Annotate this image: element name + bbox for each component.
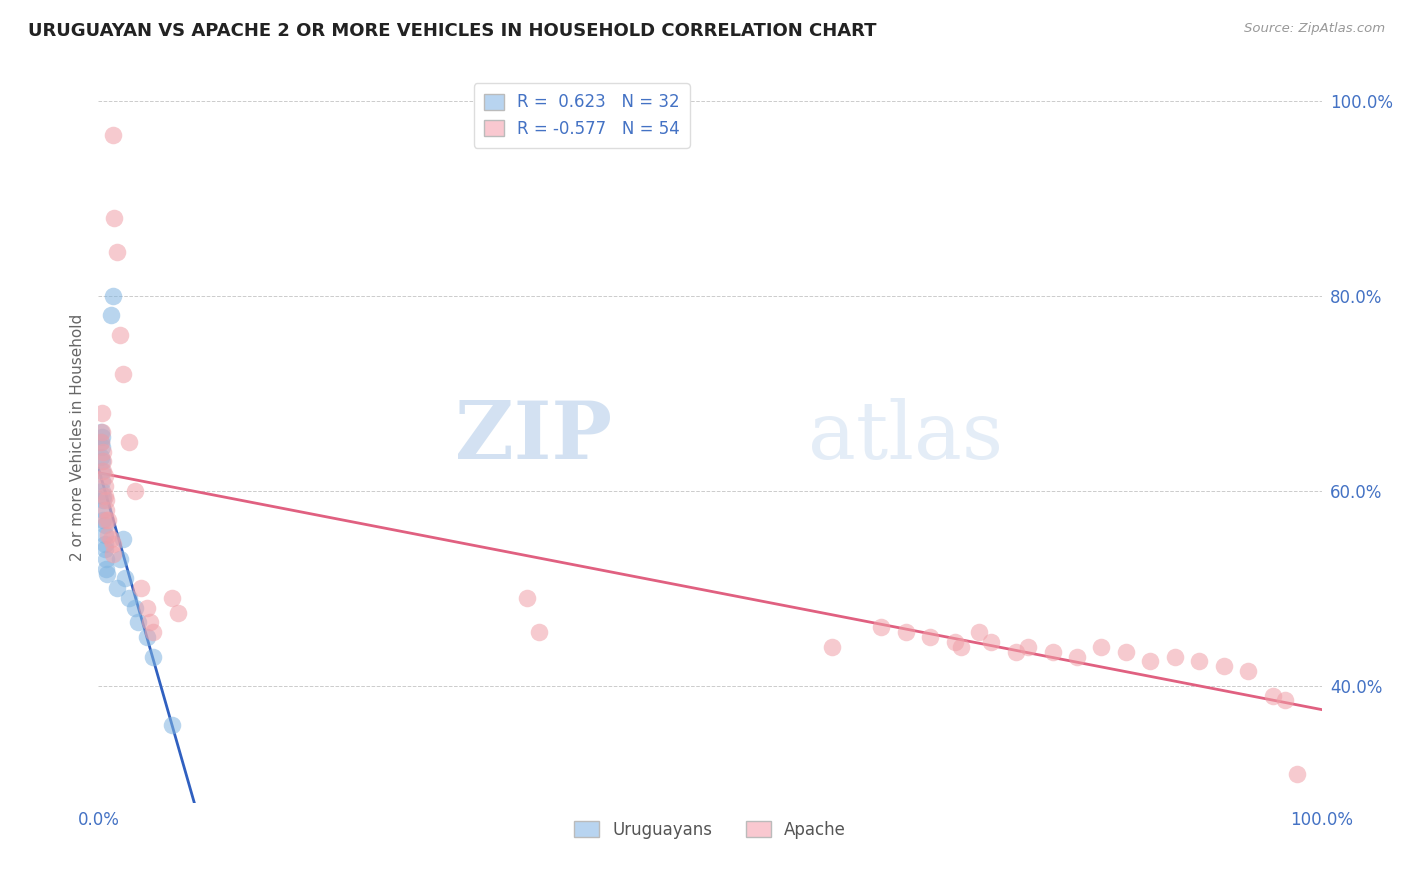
Point	[105, 581, 128, 595]
Point	[97, 527, 120, 541]
Point	[103, 211, 125, 225]
Text: atlas: atlas	[808, 398, 1002, 476]
Point	[111, 533, 134, 547]
Point	[136, 600, 159, 615]
Point	[94, 493, 117, 508]
Point	[1017, 640, 1039, 654]
Point	[139, 615, 162, 630]
Point	[96, 566, 118, 581]
Point	[821, 640, 844, 654]
Point	[142, 649, 165, 664]
Point	[91, 430, 114, 444]
Point	[91, 493, 114, 508]
Point	[920, 630, 942, 644]
Point	[870, 620, 893, 634]
Point	[91, 483, 114, 498]
Point	[111, 367, 134, 381]
Point	[91, 489, 114, 503]
Point	[142, 625, 165, 640]
Point	[1042, 645, 1064, 659]
Point	[91, 454, 114, 468]
Point	[101, 288, 124, 302]
Point	[90, 425, 112, 440]
Point	[110, 552, 132, 566]
Point	[93, 537, 115, 551]
Point	[1090, 640, 1112, 654]
Point	[94, 552, 117, 566]
Point	[91, 454, 114, 468]
Point	[93, 517, 115, 532]
Point	[93, 527, 115, 541]
Point	[100, 533, 122, 547]
Point	[93, 479, 115, 493]
Point	[94, 562, 117, 576]
Point	[114, 572, 136, 586]
Point	[118, 434, 141, 449]
Point	[967, 625, 990, 640]
Point	[124, 600, 146, 615]
Point	[894, 625, 917, 640]
Point	[160, 718, 183, 732]
Point	[91, 406, 114, 420]
Y-axis label: 2 or more Vehicles in Household: 2 or more Vehicles in Household	[69, 313, 84, 561]
Point	[93, 469, 115, 483]
Point	[91, 444, 114, 458]
Point	[160, 591, 183, 605]
Point	[110, 327, 132, 342]
Point	[118, 591, 141, 605]
Point	[515, 591, 537, 605]
Point	[1261, 689, 1284, 703]
Legend: Uruguayans, Apache: Uruguayans, Apache	[568, 814, 852, 846]
Point	[1286, 766, 1309, 780]
Point	[101, 547, 124, 561]
Point	[1004, 645, 1026, 659]
Point	[1066, 649, 1088, 664]
Text: ZIP: ZIP	[456, 398, 612, 476]
Point	[101, 537, 124, 551]
Point	[1115, 645, 1137, 659]
Point	[93, 489, 115, 503]
Point	[527, 625, 550, 640]
Point	[100, 308, 122, 322]
Point	[91, 503, 114, 517]
Point	[91, 464, 114, 478]
Point	[91, 425, 114, 440]
Point	[124, 483, 146, 498]
Point	[91, 440, 114, 454]
Point	[980, 635, 1002, 649]
Point	[91, 474, 114, 488]
Point	[127, 615, 149, 630]
Point	[93, 542, 115, 557]
Text: URUGUAYAN VS APACHE 2 OR MORE VEHICLES IN HOUSEHOLD CORRELATION CHART: URUGUAYAN VS APACHE 2 OR MORE VEHICLES I…	[28, 22, 876, 40]
Point	[90, 434, 112, 449]
Point	[90, 434, 112, 449]
Point	[1188, 654, 1211, 668]
Point	[1274, 693, 1296, 707]
Point	[105, 244, 128, 259]
Point	[167, 606, 190, 620]
Point	[101, 128, 124, 142]
Point	[94, 503, 117, 517]
Point	[91, 513, 114, 527]
Text: Source: ZipAtlas.com: Source: ZipAtlas.com	[1244, 22, 1385, 36]
Point	[943, 635, 966, 649]
Point	[1212, 659, 1234, 673]
Point	[94, 513, 117, 527]
Point	[1139, 654, 1161, 668]
Point	[136, 630, 159, 644]
Point	[1237, 664, 1260, 678]
Point	[97, 513, 120, 527]
Point	[1164, 649, 1187, 664]
Point	[129, 581, 152, 595]
Point	[949, 640, 972, 654]
Point	[90, 450, 112, 464]
Point	[91, 464, 114, 478]
